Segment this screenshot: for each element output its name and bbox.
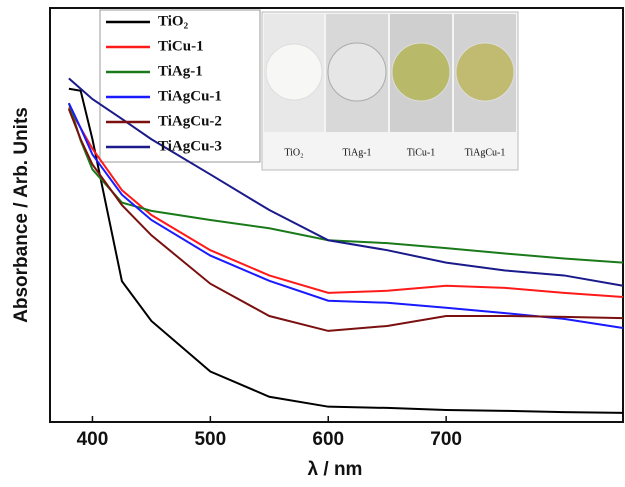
inset-label: TiCu-1: [407, 147, 436, 158]
data-line: [67, 108, 624, 332]
legend-label: TiCu-1: [158, 38, 204, 54]
legend-label: TiO₂: [158, 13, 189, 29]
legend-label: TiAgCu-2: [158, 113, 222, 129]
legend-label: TiAg-1: [158, 63, 203, 79]
data-line: [67, 102, 624, 264]
legend-label: TiAgCu-1: [158, 88, 222, 104]
legend-label: TiAgCu-3: [158, 138, 222, 154]
data-line: [67, 102, 624, 330]
legend-box: [99, 9, 261, 163]
plot-frame: [49, 7, 624, 423]
x-tick-label: 500: [194, 429, 226, 450]
x-tick-label: 600: [312, 429, 344, 450]
inset-label: TiAgCu-1: [465, 147, 506, 158]
data-line: [68, 77, 624, 287]
data-line: [68, 87, 624, 414]
data-line: [67, 106, 624, 298]
x-axis-label: λ / nm: [308, 459, 363, 480]
inset-label: TiO₂: [284, 147, 303, 158]
x-tick-label: 400: [77, 429, 109, 450]
x-tick-label: 700: [430, 429, 462, 450]
inset-photos: [261, 11, 519, 171]
y-axis-label: Absorbance / Arb. Units: [11, 107, 32, 323]
inset-label: TiAg-1: [342, 147, 371, 158]
